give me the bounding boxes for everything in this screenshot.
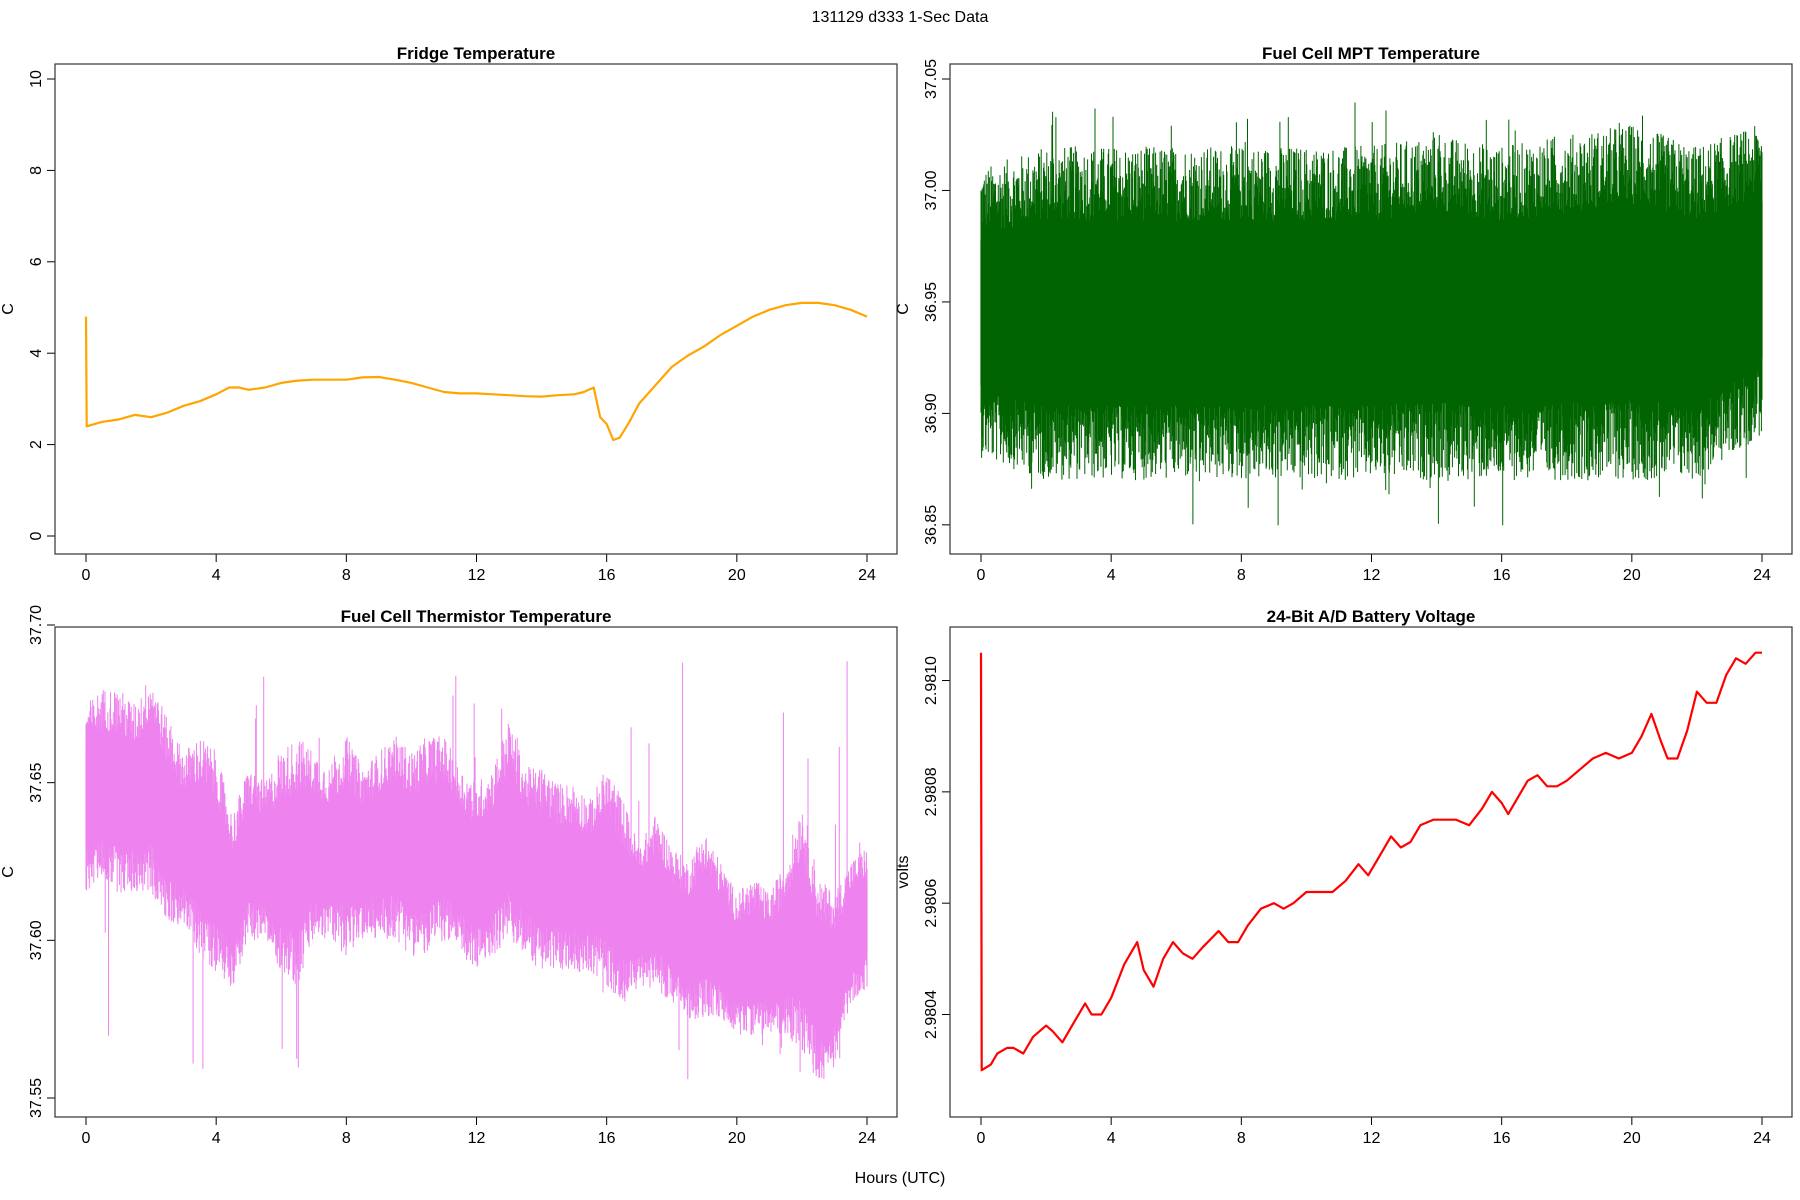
- y-tick-label: 36.95: [923, 282, 940, 322]
- data-line: [979, 651, 1762, 1072]
- data-core-band: [85, 728, 868, 1031]
- x-tick-label: 12: [1363, 1130, 1381, 1147]
- panel-fuel-cell-thermistor-temperature: Fuel Cell Thermistor Temperature C 0 4 8 12 16…: [0, 605, 898, 1147]
- x-tick-label: 16: [1493, 567, 1511, 584]
- y-tick-label: 0: [28, 531, 45, 540]
- x-tick-label: 4: [212, 567, 221, 584]
- plot-area: [980, 102, 1763, 526]
- x-tick-label: 20: [728, 567, 746, 584]
- plot-area: [979, 651, 1762, 1072]
- x-tick-label: 4: [1107, 1130, 1116, 1147]
- x-tick-label: 8: [1237, 1130, 1246, 1147]
- x-tick-label: 20: [1623, 567, 1641, 584]
- y-tick-label: 8: [28, 166, 45, 175]
- x-tick-label: 16: [598, 567, 616, 584]
- y-tick-label: 2.9804: [923, 990, 940, 1039]
- x-tick-label: 8: [342, 1130, 351, 1147]
- plot-frame: [54, 63, 898, 555]
- y-axis-label: C: [0, 303, 17, 315]
- x-tick-label: 20: [1623, 1130, 1641, 1147]
- panel-battery-voltage: 24-Bit A/D Battery Voltage volts 0 4 8 12 16 20…: [895, 607, 1793, 1147]
- x-tick-label: 0: [82, 1130, 91, 1147]
- y-tick-label: 4: [28, 349, 45, 358]
- plot-area: [84, 301, 868, 442]
- y-tick-label: 6: [28, 257, 45, 266]
- y-axis-label: C: [895, 303, 912, 315]
- y-tick-label: 37.55: [28, 1078, 45, 1118]
- panel-title: 24-Bit A/D Battery Voltage: [1267, 607, 1476, 626]
- x-tick-label: 12: [1363, 567, 1381, 584]
- plot-frame: [949, 63, 1793, 555]
- y-tick-label: 2: [28, 440, 45, 449]
- y-tick-label: 37.00: [923, 170, 940, 210]
- panel-title: Fuel Cell MPT Temperature: [1262, 44, 1480, 63]
- plot-frame: [949, 626, 1793, 1118]
- panel-fuel-cell-mpt-temperature: Fuel Cell MPT Temperature C 0 4 8 12 16 20 24 36.…: [895, 44, 1793, 584]
- y-tick-label: 36.90: [923, 393, 940, 433]
- plot-area: [85, 661, 868, 1080]
- y-tick-label: 37.70: [28, 605, 45, 645]
- panel-title: Fuel Cell Thermistor Temperature: [341, 607, 612, 626]
- y-tick-label: 37.60: [28, 920, 45, 960]
- plot-frame: [54, 626, 898, 1118]
- x-tick-label: 0: [977, 567, 986, 584]
- x-tick-label: 24: [858, 567, 876, 584]
- x-tick-label: 12: [468, 567, 486, 584]
- x-tick-label: 0: [82, 567, 91, 584]
- y-tick-label: 2.9810: [923, 656, 940, 705]
- x-tick-label: 24: [1753, 567, 1771, 584]
- y-tick-label: 10: [28, 70, 45, 88]
- x-tick-label: 16: [598, 1130, 616, 1147]
- x-tick-label: 16: [1493, 1130, 1511, 1147]
- y-tick-label: 37.05: [923, 59, 940, 99]
- y-tick-label: 36.85: [923, 505, 940, 545]
- y-axis-label: volts: [895, 856, 912, 889]
- x-tick-label: 20: [728, 1130, 746, 1147]
- x-tick-label: 4: [212, 1130, 221, 1147]
- x-tick-label: 8: [1237, 567, 1246, 584]
- panel-title: Fridge Temperature: [397, 44, 555, 63]
- data-spikes: [1031, 102, 1747, 526]
- y-axis-label: C: [0, 866, 17, 878]
- x-tick-label: 24: [858, 1130, 876, 1147]
- x-tick-label: 24: [1753, 1130, 1771, 1147]
- data-core-band: [980, 201, 1763, 397]
- y-tick-label: 37.65: [28, 763, 45, 803]
- data-spikes: [104, 661, 861, 1080]
- x-tick-label: 8: [342, 567, 351, 584]
- x-tick-label: 0: [977, 1130, 986, 1147]
- data-line: [84, 301, 868, 442]
- x-tick-label: 4: [1107, 567, 1116, 584]
- y-tick-label: 2.9808: [923, 767, 940, 816]
- y-tick-label: 2.9806: [923, 879, 940, 928]
- figure-title: 131129 d333 1-Sec Data: [812, 9, 989, 26]
- x-tick-label: 12: [468, 1130, 486, 1147]
- figure-xlabel: Hours (UTC): [855, 1170, 946, 1187]
